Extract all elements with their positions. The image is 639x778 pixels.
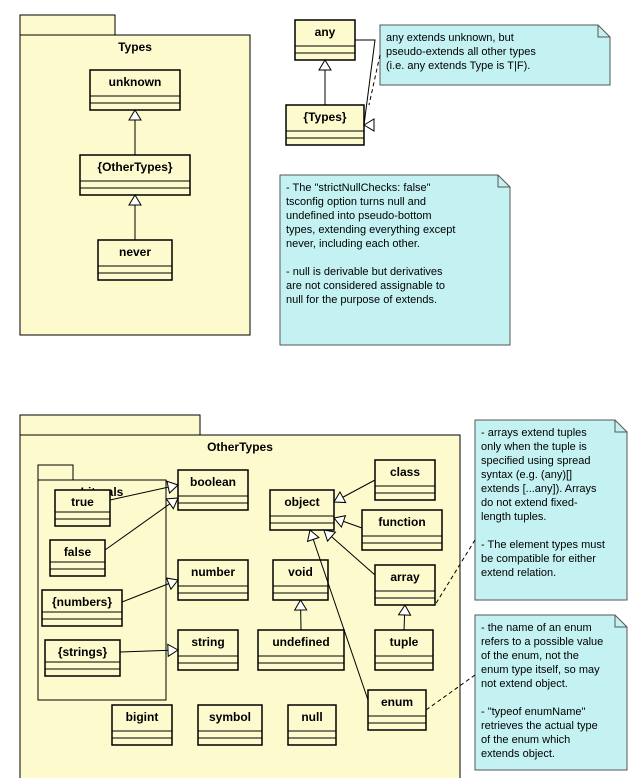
class-typesC: {Types}: [286, 105, 364, 145]
class-label: number: [191, 565, 235, 579]
class-label: true: [71, 495, 94, 509]
class-label: enum: [381, 695, 413, 709]
class-label: {strings}: [58, 645, 108, 659]
svg-text:not extend object.: not extend object.: [481, 678, 568, 690]
svg-text:extend relation.: extend relation.: [481, 567, 556, 579]
class-any: any: [295, 20, 355, 60]
svg-text:pseudo-extends all other types: pseudo-extends all other types: [386, 46, 536, 58]
svg-text:of the enum which: of the enum which: [481, 734, 570, 746]
class-label: void: [288, 565, 313, 579]
edge-generalization: [319, 60, 331, 105]
class-bigint: bigint: [112, 705, 172, 745]
class-label: object: [284, 495, 319, 509]
svg-text:undefined into pseudo-bottom: undefined into pseudo-bottom: [286, 210, 432, 222]
class-class: class: [375, 460, 435, 500]
class-tuple: tuple: [375, 630, 433, 670]
class-label: string: [191, 635, 224, 649]
class-unknown: unknown: [90, 70, 180, 110]
svg-text:extends object.: extends object.: [481, 748, 555, 760]
svg-text:do not extend fixed-: do not extend fixed-: [481, 497, 578, 509]
svg-text:- The "strictNullChecks: false: - The "strictNullChecks: false": [286, 182, 431, 194]
svg-text:- arrays extend tuples: - arrays extend tuples: [481, 427, 587, 439]
package-label: Types: [118, 40, 152, 54]
class-strings: {strings}: [45, 640, 120, 676]
svg-text:specified using spread: specified using spread: [481, 455, 590, 467]
svg-text:- the name of an enum: - the name of an enum: [481, 622, 592, 634]
class-label: false: [64, 545, 92, 559]
class-object: object: [270, 490, 334, 530]
class-label: array: [390, 570, 420, 584]
svg-text:are not considered assignable: are not considered assignable to: [286, 280, 445, 292]
class-string: string: [178, 630, 238, 670]
svg-text:any extends unknown, but: any extends unknown, but: [386, 32, 514, 44]
class-undefined: undefined: [258, 630, 344, 670]
class-array: array: [375, 565, 435, 605]
svg-text:enum type itself, so may: enum type itself, so may: [481, 664, 600, 676]
class-label: unknown: [109, 75, 162, 89]
class-null: null: [288, 705, 336, 745]
svg-text:- "typeof enumName": - "typeof enumName": [481, 706, 586, 718]
class-label: {OtherTypes}: [97, 160, 172, 174]
note-n4: - the name of an enum refers to a possibl…: [475, 615, 627, 770]
class-label: bigint: [126, 710, 159, 724]
class-label: {numbers}: [52, 595, 112, 609]
uml-diagram: TypesOtherTypesLiteralsany extends unkno…: [0, 0, 639, 778]
class-enum: enum: [368, 690, 426, 730]
class-label: null: [301, 710, 322, 724]
class-label: symbol: [209, 710, 251, 724]
class-label: tuple: [390, 635, 419, 649]
class-never: never: [98, 240, 172, 280]
class-numbers: {numbers}: [42, 590, 122, 626]
class-label: never: [119, 245, 151, 259]
svg-text:null for the purpose of extend: null for the purpose of extends.: [286, 294, 437, 306]
class-false: false: [50, 540, 105, 576]
svg-text:retrieves the actual type: retrieves the actual type: [481, 720, 598, 732]
class-true: true: [55, 490, 110, 526]
class-label: boolean: [190, 475, 236, 489]
class-label: undefined: [272, 635, 329, 649]
svg-text:- The element types must: - The element types must: [481, 539, 605, 551]
svg-text:extends [...any]). Arrays: extends [...any]). Arrays: [481, 483, 597, 495]
svg-text:types, extending everything ex: types, extending everything except: [286, 224, 455, 236]
class-symbol: symbol: [198, 705, 262, 745]
edge-dependency: [369, 55, 380, 105]
class-othertypesC: {OtherTypes}: [80, 155, 190, 195]
note-n2: - The "strictNullChecks: false" tsconfig …: [280, 175, 510, 345]
svg-text:- null is derivable but deriva: - null is derivable but derivatives: [286, 266, 443, 278]
class-label: class: [390, 465, 420, 479]
svg-text:tsconfig option turns null and: tsconfig option turns null and: [286, 196, 426, 208]
svg-text:syntax (e.g. (any)[]: syntax (e.g. (any)[]: [481, 469, 572, 481]
svg-text:be compatible for either: be compatible for either: [481, 553, 596, 565]
svg-text:only when the tuple is: only when the tuple is: [481, 441, 587, 453]
svg-text:never, including each other.: never, including each other.: [286, 238, 420, 250]
class-boolean: boolean: [178, 470, 248, 510]
class-label: any: [315, 25, 336, 39]
class-void: void: [273, 560, 328, 600]
class-label: function: [378, 515, 425, 529]
svg-text:length tuples.: length tuples.: [481, 511, 546, 523]
svg-text:refers to a possible value: refers to a possible value: [481, 636, 603, 648]
svg-text:(i.e. any extends Type is T|F): (i.e. any extends Type is T|F).: [386, 60, 530, 72]
class-number: number: [178, 560, 248, 600]
svg-text:of the enum, not the: of the enum, not the: [481, 650, 579, 662]
note-n1: any extends unknown, but pseudo-extends a…: [380, 25, 610, 85]
package-label: OtherTypes: [207, 440, 273, 454]
class-label: {Types}: [303, 110, 346, 124]
note-n3: - arrays extend tuples only when the tupl…: [475, 420, 627, 600]
class-function: function: [362, 510, 442, 550]
